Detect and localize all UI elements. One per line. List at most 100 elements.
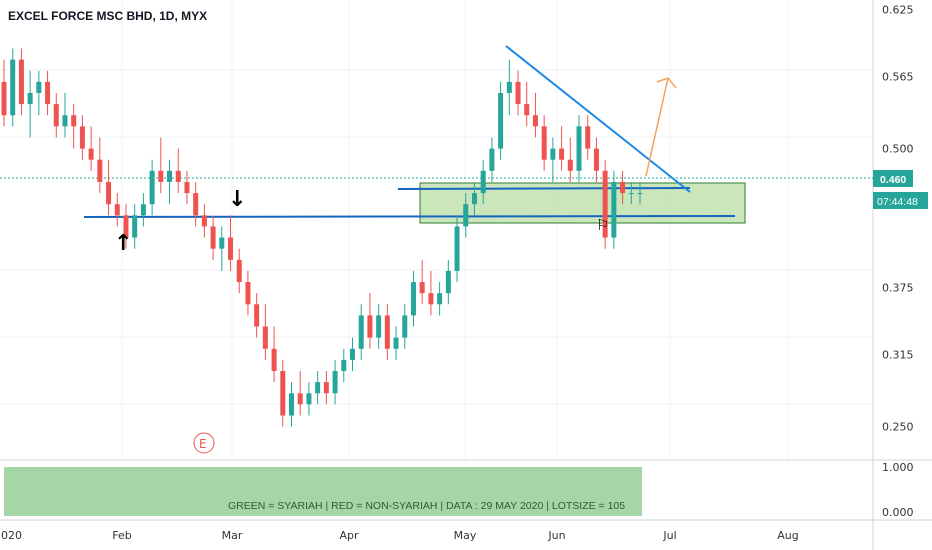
candle-body	[376, 315, 382, 338]
candle-body	[201, 215, 207, 227]
candle	[445, 259, 451, 305]
candle-body	[428, 293, 434, 305]
chart-title: EXCEL FORCE MSC BHD, 1D, MYX	[8, 9, 207, 23]
indicator-tick-1: 1.000	[882, 461, 914, 474]
candle	[114, 193, 120, 227]
candle	[280, 359, 286, 427]
x-tick-label: 2020	[0, 529, 22, 542]
candle-body	[97, 159, 103, 182]
candle	[559, 126, 565, 171]
y-tick-label: 0.565	[882, 70, 914, 83]
candle	[79, 115, 85, 160]
candle-body	[437, 293, 443, 305]
candle	[384, 304, 390, 360]
candle	[402, 304, 408, 349]
candle-body	[175, 170, 181, 182]
candle	[53, 92, 59, 138]
projection-arrow[interactable]	[645, 77, 677, 177]
candle	[454, 215, 460, 283]
candle	[585, 115, 591, 160]
candle	[27, 70, 33, 138]
candle-body	[140, 204, 146, 216]
candle	[471, 181, 477, 216]
candle	[611, 170, 617, 249]
candle-body	[27, 92, 33, 105]
candle-body	[114, 204, 120, 216]
candle	[18, 48, 24, 116]
flag-icon[interactable]: ⚐	[596, 216, 609, 234]
candle-body	[10, 59, 16, 116]
candle	[193, 181, 199, 227]
support-line[interactable]	[83, 215, 736, 218]
candle-body	[454, 226, 460, 271]
candle-body	[419, 282, 425, 294]
candle	[201, 204, 207, 238]
indicator-tick-0: 0.000	[882, 506, 914, 519]
candle-body	[323, 382, 329, 394]
candle-body	[315, 382, 321, 394]
candle-body	[393, 337, 399, 349]
candle-body	[1, 81, 7, 116]
resistance-line[interactable]	[397, 187, 691, 190]
candle-body	[384, 315, 390, 349]
y-axis[interactable]: 0.625 0.565 0.500 0.375 0.315 0.250	[882, 4, 914, 434]
candle-body	[167, 170, 173, 182]
candle-body	[71, 115, 77, 127]
candle-body	[228, 237, 234, 260]
projection-arrow-shaft	[645, 77, 669, 177]
candle-body	[193, 193, 199, 216]
earnings-marker-circle[interactable]	[193, 432, 215, 454]
countdown-box	[873, 192, 928, 209]
candle	[358, 304, 364, 360]
candle	[349, 337, 355, 372]
candle-body	[349, 348, 355, 360]
downtrend-line[interactable]	[505, 45, 691, 193]
y-tick-label: 0.315	[882, 348, 914, 361]
candle	[271, 326, 277, 383]
candle-body	[602, 170, 608, 238]
candle	[524, 81, 530, 127]
candle	[463, 193, 469, 238]
candle-body	[306, 393, 312, 405]
candle	[323, 371, 329, 405]
candle-body	[36, 81, 42, 93]
candle-body	[358, 315, 364, 349]
candle-body	[332, 371, 338, 394]
candle-body	[637, 193, 643, 195]
projection-arrow-head	[656, 77, 677, 89]
candle	[245, 270, 251, 316]
candle	[637, 181, 643, 205]
candle	[393, 326, 399, 360]
indicator-bar	[4, 467, 642, 516]
candle-body	[88, 148, 94, 160]
candle-body	[515, 81, 521, 105]
candle-body	[585, 126, 591, 149]
x-axis[interactable]: 2020 Feb Mar Apr May Jun Jul Aug	[0, 529, 799, 542]
candle	[36, 70, 42, 116]
candle	[428, 270, 434, 316]
candle	[236, 248, 242, 294]
candle-body	[489, 148, 495, 171]
candle	[506, 59, 512, 116]
x-tick-label: Jun	[547, 529, 565, 542]
candle-body	[463, 204, 469, 227]
candle	[576, 115, 582, 182]
x-tick-label: Aug	[777, 529, 798, 542]
candle-body	[480, 170, 486, 194]
candle-body	[402, 315, 408, 338]
candle	[315, 371, 321, 405]
candle-body	[45, 81, 51, 105]
candle	[97, 137, 103, 194]
candle-body	[524, 104, 530, 116]
candle-body	[53, 104, 59, 127]
candle-body	[410, 282, 416, 316]
grid	[0, 0, 873, 460]
candle-body	[611, 181, 617, 238]
x-tick-label: Feb	[112, 529, 131, 542]
candle	[167, 159, 173, 205]
candle-body	[559, 148, 565, 160]
earnings-marker-label: E	[199, 437, 207, 451]
candle-body	[236, 259, 242, 283]
